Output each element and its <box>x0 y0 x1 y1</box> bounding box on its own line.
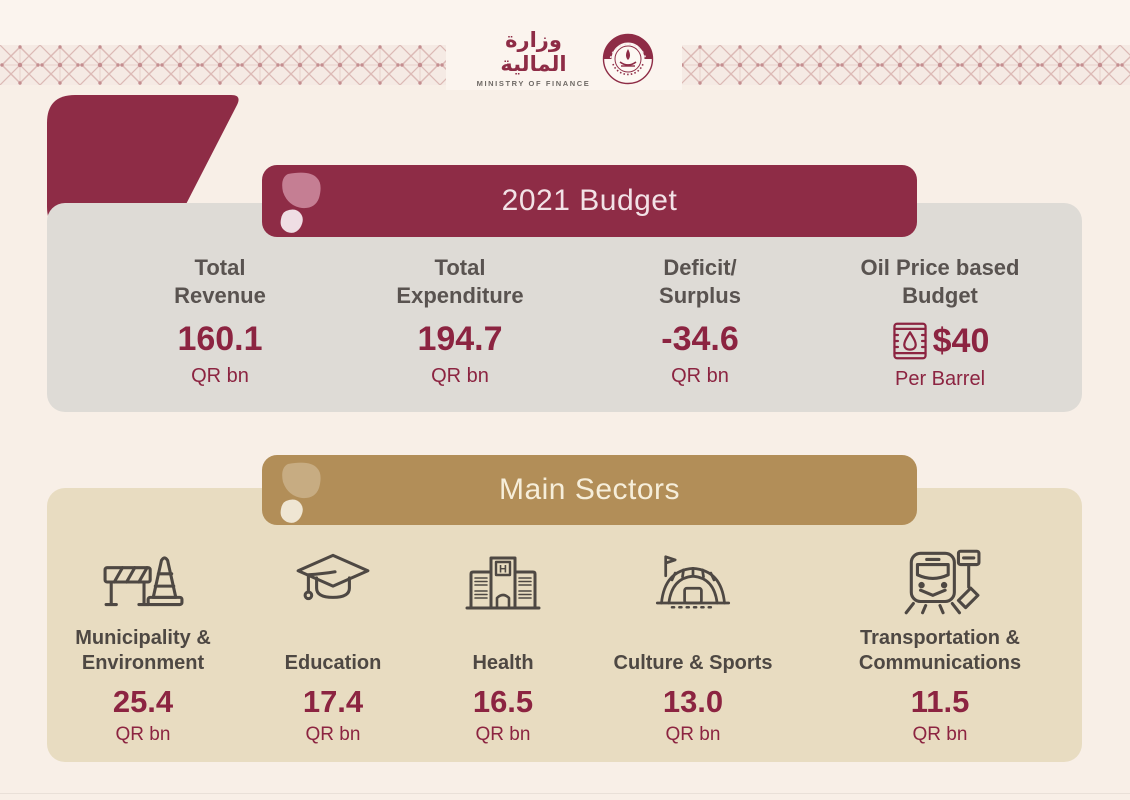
budget-section-title: 2021 Budget <box>501 184 678 217</box>
sector-iconbox <box>238 540 428 624</box>
sector-value: 17.4 <box>302 684 364 719</box>
stat-unit: QR bn <box>191 365 249 387</box>
bottom-divider <box>0 793 1130 794</box>
label-line: Oil Price based <box>860 255 1020 280</box>
sector-unit: QR bn <box>912 724 968 745</box>
label-line: Communications <box>858 652 1022 674</box>
sector-transportation-communications: Transportation & Communications 11.5 QR … <box>808 540 1072 746</box>
stat-unit: QR bn <box>671 365 729 387</box>
sector-iconbox <box>808 540 1072 624</box>
label-line: Total <box>194 255 246 280</box>
qatar-emblem-icon <box>602 33 653 84</box>
logo-mark-icon <box>280 172 321 233</box>
label-line: Health <box>472 652 534 674</box>
sector-health: H Health 16.5 QR bn <box>428 540 578 746</box>
sector-iconbox <box>578 540 808 624</box>
ministry-logo: وزارة المالية MINISTRY OF FINANCE <box>446 27 682 90</box>
hospital-icon: H <box>465 556 541 610</box>
stat-label: Total Revenue <box>100 254 340 310</box>
label-line: Education <box>284 652 382 674</box>
stat-unit: QR bn <box>431 365 489 387</box>
stadium-icon <box>655 555 731 609</box>
sector-unit: QR bn <box>665 724 721 745</box>
sectors-section-title: Main Sectors <box>498 473 681 506</box>
budget-title-bar: 2021 Budget <box>262 165 917 237</box>
sector-unit: QR bn <box>305 724 361 745</box>
ministry-name-arabic: وزارة المالية <box>500 29 567 76</box>
sector-municipality-environment: Municipality & Environment 25.4 QR bn <box>48 540 238 746</box>
label-line: Budget <box>902 283 978 308</box>
label-line: Environment <box>81 652 205 674</box>
label-line: Transportation & <box>859 627 1020 649</box>
budget-stats-row: Total Revenue 160.1 QR bn Total Expendit… <box>100 254 1060 391</box>
ministry-logo-text: وزارة المالية MINISTRY OF FINANCE <box>475 29 593 88</box>
sectors-panel <box>47 488 1082 762</box>
sector-label: Transportation & Communications <box>808 624 1072 676</box>
roadworks-icon <box>103 556 184 607</box>
sectors-title-bar: Main Sectors <box>262 455 917 525</box>
sector-value: 11.5 <box>910 684 970 719</box>
stat-label: Total Expenditure <box>340 254 580 310</box>
stat-value: 160.1 <box>100 320 340 359</box>
label-line: Culture & Sports <box>613 652 773 674</box>
label-line: Surplus <box>659 283 741 308</box>
label-line: Municipality & <box>75 627 211 649</box>
sector-culture-sports: Culture & Sports 13.0 QR bn <box>578 540 808 746</box>
sector-value: 25.4 <box>112 684 174 719</box>
sector-label: Municipality & Environment <box>48 624 238 676</box>
oil-barrel-icon <box>892 322 927 360</box>
badge-shape <box>47 95 239 235</box>
sectors-row: Municipality & Environment 25.4 QR bn Ed… <box>48 540 1072 746</box>
train-icon <box>904 549 981 615</box>
stat-value: $40 <box>820 320 1060 362</box>
stat-unit: Per Barrel <box>894 368 986 390</box>
label-line: Revenue <box>174 283 266 308</box>
sector-value: 16.5 <box>472 684 534 719</box>
stat-value-text: 194.7 <box>417 320 503 358</box>
sector-label: Health <box>428 624 578 676</box>
sector-iconbox: H <box>428 540 578 624</box>
label-line: Expenditure <box>396 283 524 308</box>
budget-panel <box>47 203 1082 412</box>
stat-value-text: -34.6 <box>661 320 739 358</box>
sector-unit: QR bn <box>475 724 531 745</box>
stat-value: -34.6 <box>580 320 820 359</box>
stat-value-text: $40 <box>932 321 990 360</box>
stat-value-text: 160.1 <box>177 320 263 358</box>
sector-label: Culture & Sports <box>578 624 808 676</box>
sector-value: 13.0 <box>662 684 724 719</box>
label-line: Total <box>434 255 486 280</box>
sector-education: Education 17.4 QR bn <box>238 540 428 746</box>
hospital-letter: H <box>499 564 507 576</box>
stat-total-revenue: Total Revenue 160.1 QR bn <box>100 254 340 391</box>
label-line: Deficit/ <box>663 255 737 280</box>
stat-oil-price-budget: Oil Price based Budget $40 Per Barrel <box>820 254 1060 391</box>
logo-mark-icon <box>280 462 321 523</box>
sector-iconbox <box>48 540 238 624</box>
sector-label: Education <box>238 624 428 676</box>
stat-total-expenditure: Total Expenditure 194.7 QR bn <box>340 254 580 391</box>
stat-label: Oil Price based Budget <box>820 254 1060 310</box>
stat-value: 194.7 <box>340 320 580 359</box>
stat-deficit-surplus: Deficit/ Surplus -34.6 QR bn <box>580 254 820 391</box>
sector-unit: QR bn <box>115 724 171 745</box>
graduation-cap-icon <box>296 553 370 601</box>
ministry-name-english: MINISTRY OF FINANCE <box>476 79 591 88</box>
stat-label: Deficit/ Surplus <box>580 254 820 310</box>
